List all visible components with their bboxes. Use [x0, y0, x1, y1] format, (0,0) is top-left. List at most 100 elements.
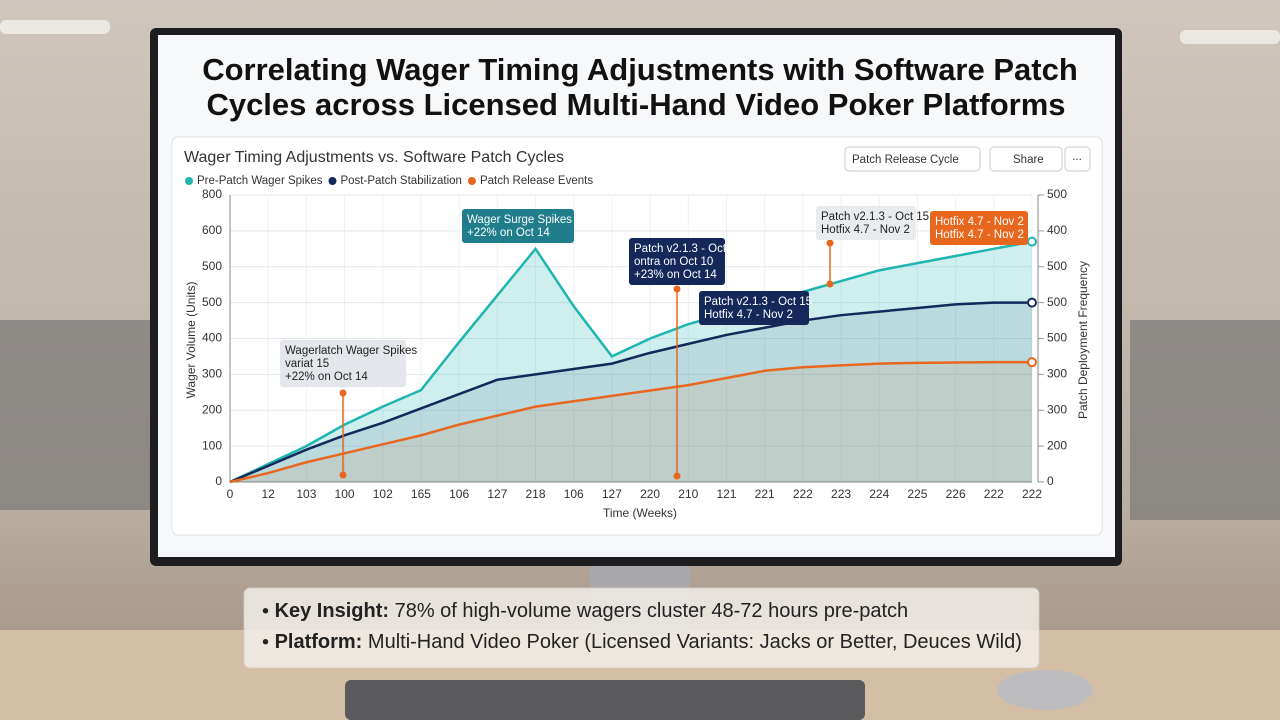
dropdown-label[interactable]: Patch Release Cycle	[852, 154, 959, 166]
share-label[interactable]: Share	[1013, 154, 1044, 166]
annotation-text: Hotfix 4.7 - Nov 2	[704, 309, 793, 321]
annotation-box	[280, 340, 406, 387]
annotation-text: Hotfix 4.7 - Nov 2	[821, 224, 910, 236]
annotation-text: Wager Surge Spikes	[467, 214, 572, 226]
annotation-text: ontra on Oct 10	[634, 256, 713, 268]
y-tick-label: 200	[202, 402, 222, 416]
legend-label: Pre-Patch Wager Spikes	[197, 175, 323, 187]
annotation-text: Patch v2.1.3 - Oct 15	[821, 211, 929, 223]
y2-tick-label: 500	[1047, 331, 1067, 345]
annotation-text: variat 15	[285, 358, 329, 370]
event-dot	[826, 280, 834, 288]
background-monitor	[1130, 320, 1280, 520]
annotation-text: +22% on Oct 14	[285, 371, 368, 383]
x-tick-label: 12	[262, 487, 276, 501]
event-dot	[826, 239, 834, 247]
y-tick-label: 300	[202, 367, 222, 381]
y2-tick-label: 200	[1047, 438, 1067, 452]
annotation-text: Patch v2.1.3 - Oct 15	[704, 296, 812, 308]
annotation-box	[930, 211, 1028, 245]
legend-label: Post-Patch Stabilization	[340, 175, 461, 187]
legend-marker	[328, 177, 337, 185]
end-marker	[1027, 297, 1037, 308]
x-tick-label: 106	[564, 487, 584, 501]
insight-label: Platform:	[275, 631, 363, 653]
lamp	[1180, 30, 1280, 44]
end-marker	[1027, 357, 1037, 368]
x-tick-label: 103	[296, 487, 316, 501]
annotation-text: +23% on Oct 14	[634, 269, 717, 281]
x-tick-label: 210	[678, 487, 698, 501]
annotation-box	[699, 291, 809, 325]
background-monitor	[0, 320, 150, 510]
area-fill	[230, 241, 1032, 482]
insight: • Platform: Multi-Hand Video Poker (Lice…	[262, 631, 1022, 653]
y2-tick-label: 300	[1047, 367, 1067, 381]
annotation-text: Hotfix 4.7 - Nov 2	[935, 229, 1024, 241]
event-dot	[339, 389, 347, 397]
y-tick-label: 400	[202, 331, 222, 345]
end-marker	[1027, 236, 1037, 247]
x-tick-label: 0	[227, 487, 234, 501]
y2-tick-label: 0	[1047, 474, 1054, 488]
annotation-text: +22% on Oct 14	[467, 227, 550, 239]
annotation-box	[462, 209, 574, 243]
y-tick-label: 500	[202, 259, 222, 273]
x-tick-label: 221	[755, 487, 775, 501]
x-tick-label: 220	[640, 487, 660, 501]
legend-marker	[185, 177, 193, 185]
x-tick-label: 222	[1022, 487, 1042, 501]
x-tick-label: 222	[793, 487, 813, 501]
page-title: Correlating Wager Timing Adjustments wit…	[202, 52, 1078, 87]
chart-title: Wager Timing Adjustments vs. Software Pa…	[184, 149, 564, 166]
x-tick-label: 226	[946, 487, 966, 501]
more-button[interactable]	[1064, 146, 1091, 172]
x-tick-label: 225	[907, 487, 927, 501]
y-tick-label: 800	[202, 187, 222, 201]
annotation-box	[629, 238, 725, 285]
line	[229, 360, 1032, 484]
insight-text: 78% of high-volume wagers cluster 48-72 …	[395, 600, 909, 622]
annotation-box	[816, 206, 916, 240]
x-tick-label: 165	[411, 487, 431, 501]
y-tick-label: 600	[202, 223, 222, 237]
x-tick-label: 127	[602, 487, 622, 501]
annotation-text: Hotfix 4.7 - Nov 2	[935, 216, 1024, 228]
mouse	[997, 670, 1093, 710]
line	[229, 301, 1032, 484]
insight-box	[243, 587, 1040, 669]
y-tick-label: 0	[215, 474, 222, 488]
x-tick-label: 218	[526, 487, 546, 501]
x-tick-label: 223	[831, 487, 851, 501]
more-label[interactable]: ...	[1072, 151, 1082, 163]
y2-tick-label: 500	[1047, 259, 1067, 273]
y-tick-label: 500	[202, 295, 222, 309]
legend-marker	[467, 177, 476, 185]
legend-label: Patch Release Events	[480, 175, 593, 187]
x-tick-label: 222	[984, 487, 1004, 501]
x-tick-label: 224	[869, 487, 889, 501]
x-tick-label: 100	[335, 487, 355, 501]
annotation-text: Wagerlatch Wager Spikes	[285, 345, 417, 357]
annotation-text: Patch v2.1.3 - Oct 15	[634, 243, 742, 255]
y2-tick-label: 400	[1047, 223, 1067, 237]
area-fill	[230, 362, 1032, 482]
insight: • Key Insight: 78% of high-volume wagers…	[262, 600, 908, 622]
y2-tick-label: 500	[1047, 295, 1067, 309]
insight-text: Multi-Hand Video Poker (Licensed Variant…	[368, 631, 1022, 653]
event-dot	[673, 472, 681, 480]
share-button[interactable]	[989, 146, 1063, 172]
y2-tick-label: 500	[1047, 187, 1067, 201]
page-title: Cycles across Licensed Multi-Hand Video …	[206, 87, 1065, 122]
x-tick-label: 121	[716, 487, 736, 501]
x-tick-label: 102	[373, 487, 393, 501]
line	[229, 240, 1033, 484]
insight-label: Key Insight:	[275, 600, 389, 622]
x-axis-label: Time (Weeks)	[603, 506, 677, 520]
y-axis-label: Wager Volume (Units)	[184, 282, 198, 399]
dropdown[interactable]	[844, 146, 981, 172]
keyboard	[345, 680, 865, 720]
x-tick-label: 106	[449, 487, 469, 501]
event-dot	[673, 285, 681, 293]
